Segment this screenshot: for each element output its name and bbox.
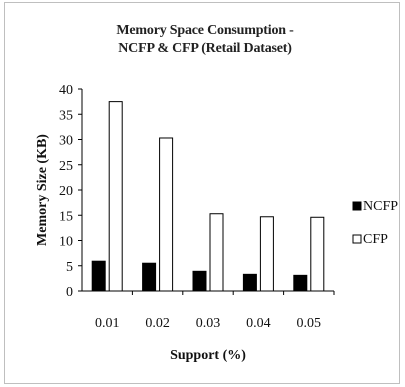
x-tick-label: 0.03: [196, 316, 221, 331]
bar-chart: 0 5 10 15 20 25 30 35 40 0.01 0.02 0.03 0.04 0.05 Memo…: [35, 83, 398, 363]
bar-ncfp: [192, 270, 207, 292]
x-axis-label: Support (%): [170, 348, 246, 363]
bar-cfp: [310, 216, 325, 292]
y-tick-label: 10: [59, 235, 73, 250]
bar-cfp: [108, 101, 123, 292]
bar-ncfp: [91, 260, 106, 292]
legend-swatch-ncfp: [352, 201, 362, 211]
bar-cfp: [209, 213, 224, 292]
x-tick-label: 0.04: [246, 316, 271, 331]
y-tick-label: 0: [66, 285, 73, 300]
y-tick-label: 30: [59, 134, 73, 149]
chart-frame: Memory Space Consumption - NCFP & CFP (R…: [4, 2, 400, 384]
legend-label-cfp: CFP: [363, 232, 388, 247]
chart-title-line-1: Memory Space Consumption -: [116, 23, 294, 38]
y-tick-label: 35: [59, 108, 73, 123]
bar-ncfp: [242, 273, 257, 292]
x-tick-label: 0.05: [297, 316, 322, 331]
bar-ncfp: [293, 274, 308, 292]
y-axis-label: Memory Size (KB): [35, 134, 50, 246]
chart-title-line-2: NCFP & CFP (Retail Dataset): [118, 41, 292, 56]
y-tick-label: 40: [59, 83, 73, 98]
bar-ncfp: [142, 262, 157, 292]
x-tick-label: 0.02: [145, 316, 170, 331]
y-tick-label: 25: [59, 159, 73, 174]
legend-label-ncfp: NCFP: [363, 199, 398, 214]
bar-cfp: [259, 216, 274, 292]
bar-cfp: [159, 137, 174, 292]
legend-swatch-cfp: [352, 234, 362, 244]
y-tick-label: 5: [66, 260, 73, 275]
y-tick-label: 15: [59, 209, 73, 224]
x-tick-label: 0.01: [95, 316, 120, 331]
y-tick-label: 20: [59, 184, 73, 199]
